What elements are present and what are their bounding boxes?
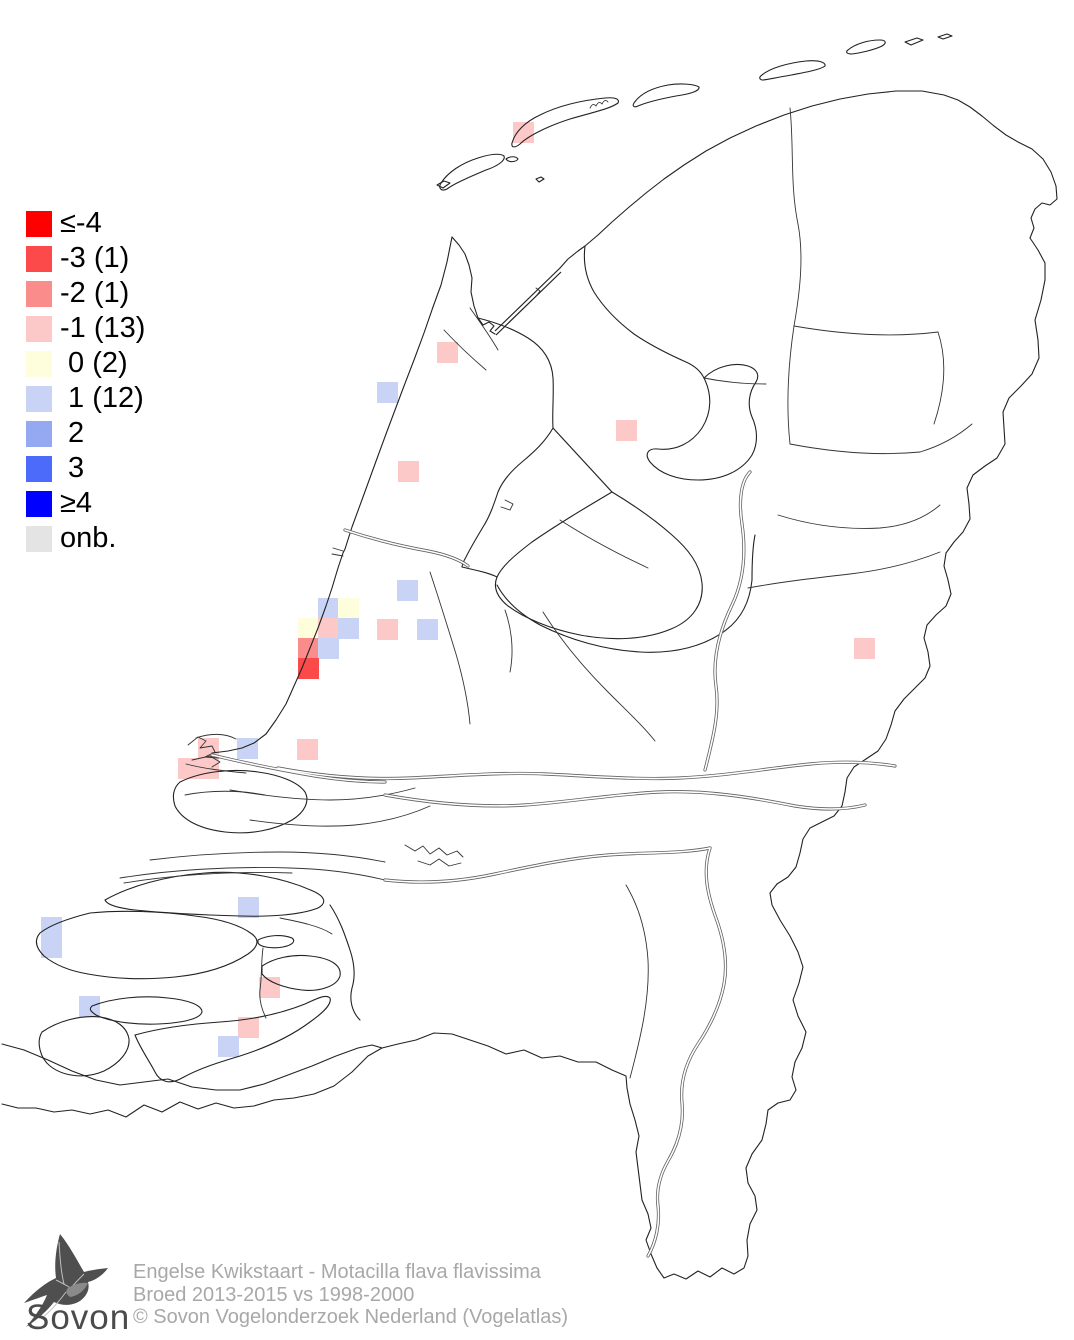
atlas-square bbox=[616, 420, 637, 441]
atlas-square bbox=[318, 618, 339, 639]
atlas-square bbox=[397, 580, 418, 601]
atlas-square bbox=[297, 739, 318, 760]
atlas-square bbox=[238, 897, 259, 918]
legend-swatch bbox=[26, 490, 52, 517]
atlas-square bbox=[318, 638, 339, 659]
legend-label: ≥4 bbox=[60, 487, 93, 519]
atlas-square bbox=[238, 1017, 259, 1038]
legend-item--1: -1 (13) bbox=[26, 311, 145, 346]
atlas-square bbox=[437, 342, 458, 363]
atlas-square bbox=[854, 638, 875, 659]
legend-swatch bbox=[26, 420, 52, 447]
legend: ≤-4 -3 (1) -2 (1) -1 (13) 0 (2) 1 (12) 2 3 ≥… bbox=[26, 206, 145, 556]
legend-label: -2 (1) bbox=[60, 277, 130, 309]
atlas-square bbox=[41, 937, 62, 958]
legend-swatch bbox=[26, 455, 52, 482]
atlas-square bbox=[377, 382, 398, 403]
atlas-square bbox=[338, 618, 359, 639]
sovon-logo: Sovon bbox=[14, 1232, 134, 1337]
legend-item-3: 3 bbox=[26, 451, 145, 486]
legend-label: -3 (1) bbox=[60, 242, 130, 274]
caption-species: Engelse Kwikstaart - Motacilla flava fla… bbox=[133, 1261, 541, 1283]
atlas-square bbox=[298, 658, 319, 679]
atlas-square bbox=[79, 996, 100, 1017]
atlas-square bbox=[259, 977, 280, 998]
atlas-square bbox=[298, 618, 319, 639]
atlas-square bbox=[218, 1036, 239, 1057]
legend-item--3: -3 (1) bbox=[26, 241, 145, 276]
legend-item-0: 0 (2) bbox=[26, 346, 145, 381]
atlas-squares-layer bbox=[41, 122, 875, 1057]
atlas-square bbox=[398, 461, 419, 482]
legend-label: 1 (12) bbox=[60, 382, 144, 414]
coastlines-and-borders bbox=[1, 33, 1058, 1280]
atlas-square bbox=[178, 758, 199, 779]
atlas-square bbox=[298, 638, 319, 659]
legend-swatch bbox=[26, 385, 52, 412]
legend-item-2: 2 bbox=[26, 416, 145, 451]
map-caption: Engelse Kwikstaart - Motacilla flava fla… bbox=[133, 1261, 568, 1329]
legend-swatch bbox=[26, 525, 52, 552]
legend-item--2: -2 (1) bbox=[26, 276, 145, 311]
legend-swatch bbox=[26, 280, 52, 307]
legend-label: onb. bbox=[60, 522, 117, 554]
legend-label: 3 bbox=[60, 452, 85, 484]
legend-label: ≤-4 bbox=[60, 207, 102, 239]
legend-item-onb: onb. bbox=[26, 521, 145, 556]
legend-label: 2 bbox=[60, 417, 85, 449]
atlas-square bbox=[338, 598, 359, 619]
caption-copyright: © Sovon Vogelonderzoek Nederland (Vogela… bbox=[133, 1306, 569, 1328]
legend-swatch bbox=[26, 350, 52, 377]
legend-label: -1 (13) bbox=[60, 312, 146, 344]
legend-swatch bbox=[26, 245, 52, 272]
legend-swatch bbox=[26, 315, 52, 342]
atlas-square bbox=[318, 598, 339, 619]
atlas-square bbox=[41, 917, 62, 938]
atlas-square bbox=[417, 619, 438, 640]
legend-label: 0 (2) bbox=[60, 347, 128, 379]
legend-swatch bbox=[26, 210, 52, 237]
rivers bbox=[210, 470, 897, 1258]
legend-item-1: 1 (12) bbox=[26, 381, 145, 416]
atlas-square bbox=[198, 738, 219, 759]
swallow-icon bbox=[24, 1234, 108, 1327]
caption-period: Broed 2013-2015 vs 1998-2000 bbox=[133, 1283, 415, 1306]
legend-item->=4: ≥4 bbox=[26, 486, 145, 521]
sovon-logo-text: Sovon bbox=[26, 1298, 131, 1337]
atlas-square bbox=[377, 619, 398, 640]
legend-item-<=-4: ≤-4 bbox=[26, 206, 145, 241]
